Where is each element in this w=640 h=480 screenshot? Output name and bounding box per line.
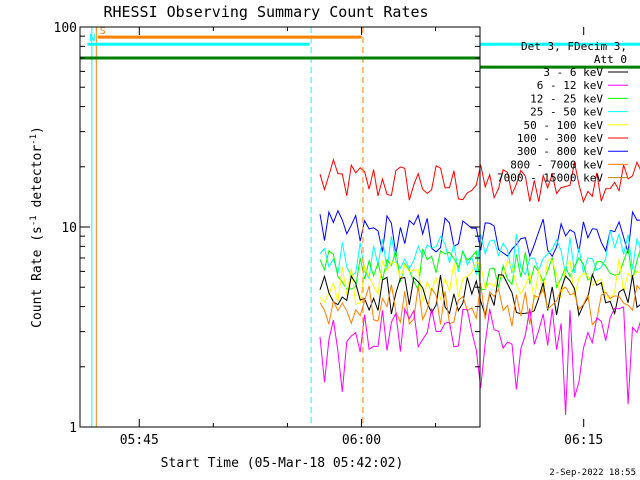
legend-label: 7000 - 15000 keV	[497, 172, 603, 185]
series-line	[319, 306, 640, 415]
y-axis-label-exponent-1: -1	[29, 215, 39, 226]
legend-label: 12 - 25 keV	[530, 92, 603, 105]
tick-label: 10	[61, 221, 77, 236]
chart-title: RHESSI Observing Summary Count Rates	[103, 3, 428, 21]
tick-label: 05:45	[120, 433, 159, 448]
series-line	[319, 258, 640, 305]
legend-header-line1: Det 3, FDecim 3,	[521, 40, 627, 53]
series-line	[319, 209, 640, 258]
legend-header-line2: Att 0	[594, 53, 627, 66]
y-axis-label-end: )	[30, 126, 45, 134]
flag-label: S	[100, 26, 106, 37]
legend-label: 6 - 12 keV	[537, 79, 604, 92]
series-line	[319, 283, 640, 327]
legend-label: 25 - 50 keV	[530, 106, 603, 119]
legend-label: 50 - 100 keV	[524, 119, 604, 132]
flag-layer: SNRD0RD6	[80, 26, 640, 427]
y-axis-label: Count Rate (s-1 detector-1)	[29, 126, 45, 328]
series-layer	[319, 157, 640, 415]
flag-label: N	[89, 33, 95, 44]
y-axis-label-middle: detector	[30, 145, 45, 216]
tick-label: 06:00	[342, 433, 381, 448]
x-axis-label: Start Time (05-Mar-18 05:42:02)	[161, 456, 404, 471]
legend-label: 3 - 6 keV	[543, 66, 603, 79]
legend-label: 100 - 300 keV	[517, 132, 603, 145]
series-line	[319, 157, 640, 204]
generation-timestamp: 2-Sep-2022 18:55	[549, 468, 636, 478]
y-axis-label-exponent-2: -1	[29, 134, 39, 145]
series-line	[319, 248, 640, 292]
y-axis-label-main: Count Rate (s	[30, 226, 45, 328]
axis-layer: 05:4506:0006:1506:3006:4507:0007:1511010…	[54, 21, 604, 448]
tick-label: 1	[69, 421, 77, 436]
legend-label: 800 - 7000 keV	[510, 158, 603, 171]
tick-label: 100	[54, 21, 77, 36]
series-line	[319, 230, 640, 280]
legend-label: 300 - 800 keV	[517, 145, 603, 158]
tick-label: 06:15	[564, 433, 603, 448]
